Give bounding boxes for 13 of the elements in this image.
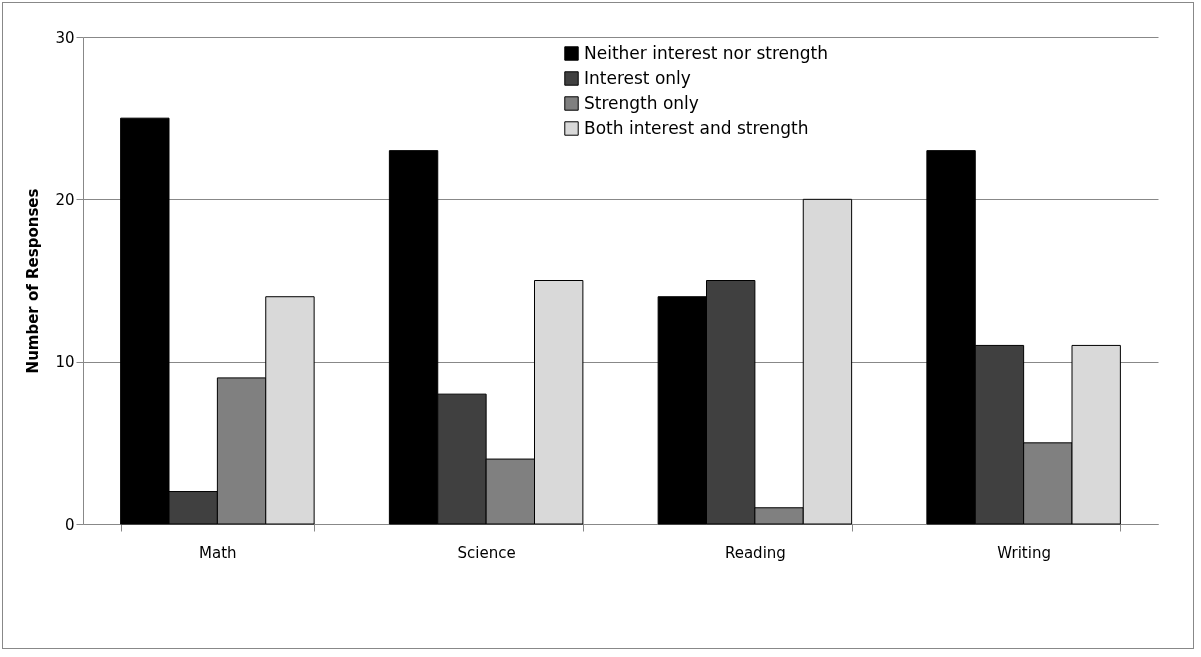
x-tick-label: Reading bbox=[724, 543, 786, 562]
y-tick-label: 10 bbox=[55, 353, 75, 372]
legend-label: Neither interest nor strength bbox=[584, 42, 828, 63]
legend-label: Both interest and strength bbox=[584, 117, 809, 138]
y-tick-label: 0 bbox=[64, 515, 75, 534]
y-axis-title: Number of Responses bbox=[24, 188, 43, 374]
legend-label: Strength only bbox=[584, 92, 699, 113]
x-tick-label: Math bbox=[199, 543, 237, 562]
x-tick-label: Writing bbox=[997, 543, 1051, 562]
x-tick-label: Science bbox=[457, 543, 516, 562]
y-tick-label: 20 bbox=[55, 190, 75, 209]
legend-label: Interest only bbox=[584, 67, 691, 88]
y-tick-label: 30 bbox=[55, 28, 75, 47]
